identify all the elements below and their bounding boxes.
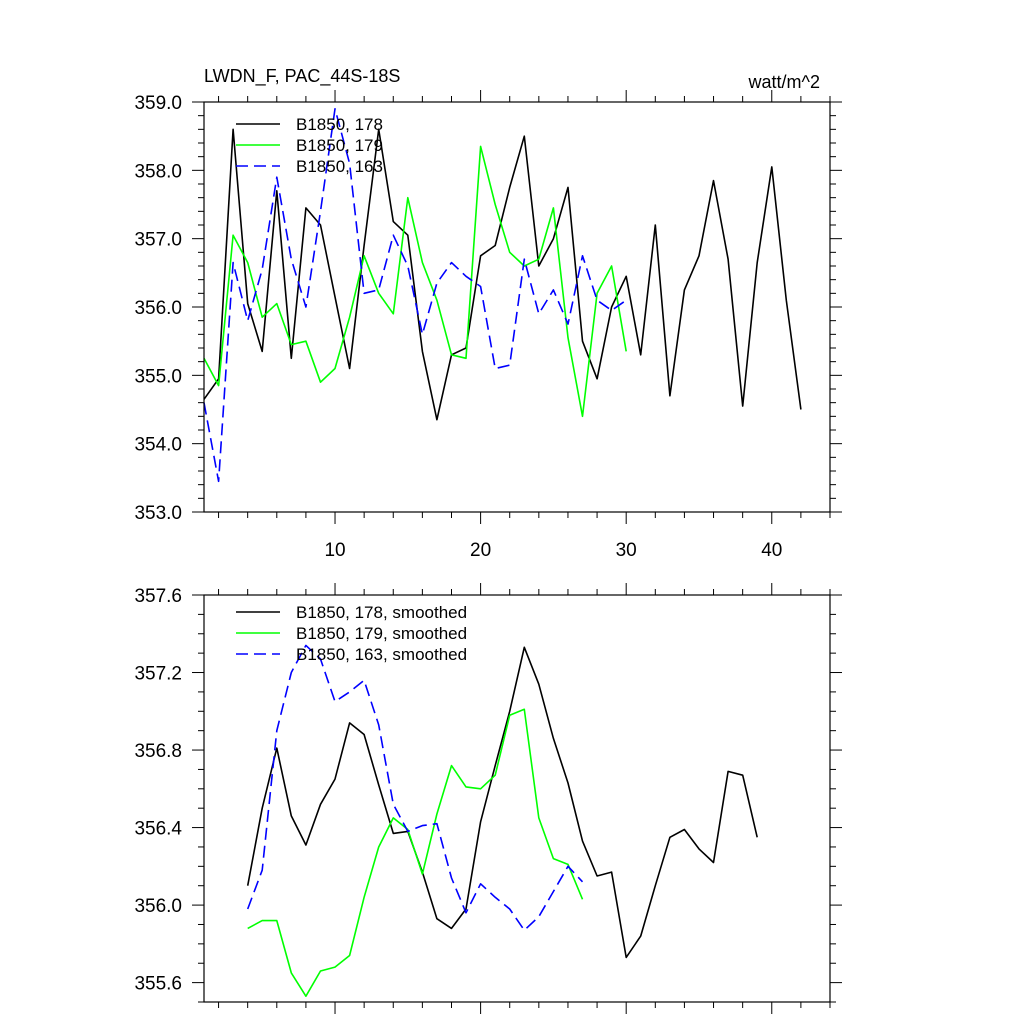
y-tick-label: 359.0 <box>134 93 182 114</box>
x-tick-label: 20 <box>470 540 491 561</box>
legend-label-178: B1850, 178 <box>296 115 383 134</box>
legend-label-163: B1850, 163 <box>296 157 383 176</box>
y-tick-label: 356.4 <box>134 819 182 840</box>
top-plot-frame <box>203 101 831 513</box>
series-line-b1850-179 <box>203 145 627 418</box>
y-tick-label: 353.0 <box>134 503 182 524</box>
legend-label-163-smoothed: B1850, 163, smoothed <box>296 645 467 664</box>
y-tick-label: 357.2 <box>134 664 182 685</box>
series-line-b1850-163 <box>203 108 627 483</box>
panel-title: LWDN_F, PAC_44S-18S <box>204 66 400 87</box>
y-tick-label: 355.6 <box>134 974 182 995</box>
bottom-ticks: 355.6 356.0 356.4 356.8 357.2 357.6 <box>134 583 842 1014</box>
top-series <box>203 108 802 483</box>
y-tick-label: 357.6 <box>134 586 182 607</box>
x-tick-label: 30 <box>616 540 637 561</box>
top-panel: LWDN_F, PAC_44S-18S watt/m^2 353.0354.03… <box>134 66 842 561</box>
units-label: watt/m^2 <box>748 72 820 92</box>
top-ticks: 353.0 354.0 355.0 356.0 357.0 358.0 359.0 10 20 3… <box>134 90 842 561</box>
legend-label-178-smoothed: B1850, 178, smoothed <box>296 603 467 622</box>
legend-label-179-smoothed: B1850, 179, smoothed <box>296 624 467 643</box>
legend-label-179: B1850, 179 <box>296 136 383 155</box>
y-tick-label: 356.0 <box>134 896 182 917</box>
series-line-b1850-178 <box>203 128 802 421</box>
y-tick-label: 355.0 <box>134 366 182 387</box>
bottom-panel: 355.6 356.0 356.4 356.8 357.2 357.6 B1850, 17… <box>134 583 842 1014</box>
bottom-plot-frame <box>203 594 831 1003</box>
bottom-legend: B1850, 178, smoothed B1850, 179, smoothe… <box>236 603 467 664</box>
top-legend: B1850, 178 B1850, 179 B1850, 163 <box>236 115 383 176</box>
y-tick-label: 354.0 <box>134 435 182 456</box>
series-line-b1850-178-smoothed <box>246 646 758 959</box>
series-line-b1850-163-smoothed <box>246 644 584 932</box>
y-tick-label: 356.0 <box>134 298 182 319</box>
y-tick-label: 357.0 <box>134 230 182 251</box>
y-tick-label: 358.0 <box>134 161 182 182</box>
x-tick-label: 10 <box>324 540 345 561</box>
bottom-series <box>246 644 758 998</box>
y-tick-label: 356.8 <box>134 741 182 762</box>
series-line-b1850-179-smoothed <box>247 708 584 998</box>
x-tick-label: 40 <box>761 540 782 561</box>
